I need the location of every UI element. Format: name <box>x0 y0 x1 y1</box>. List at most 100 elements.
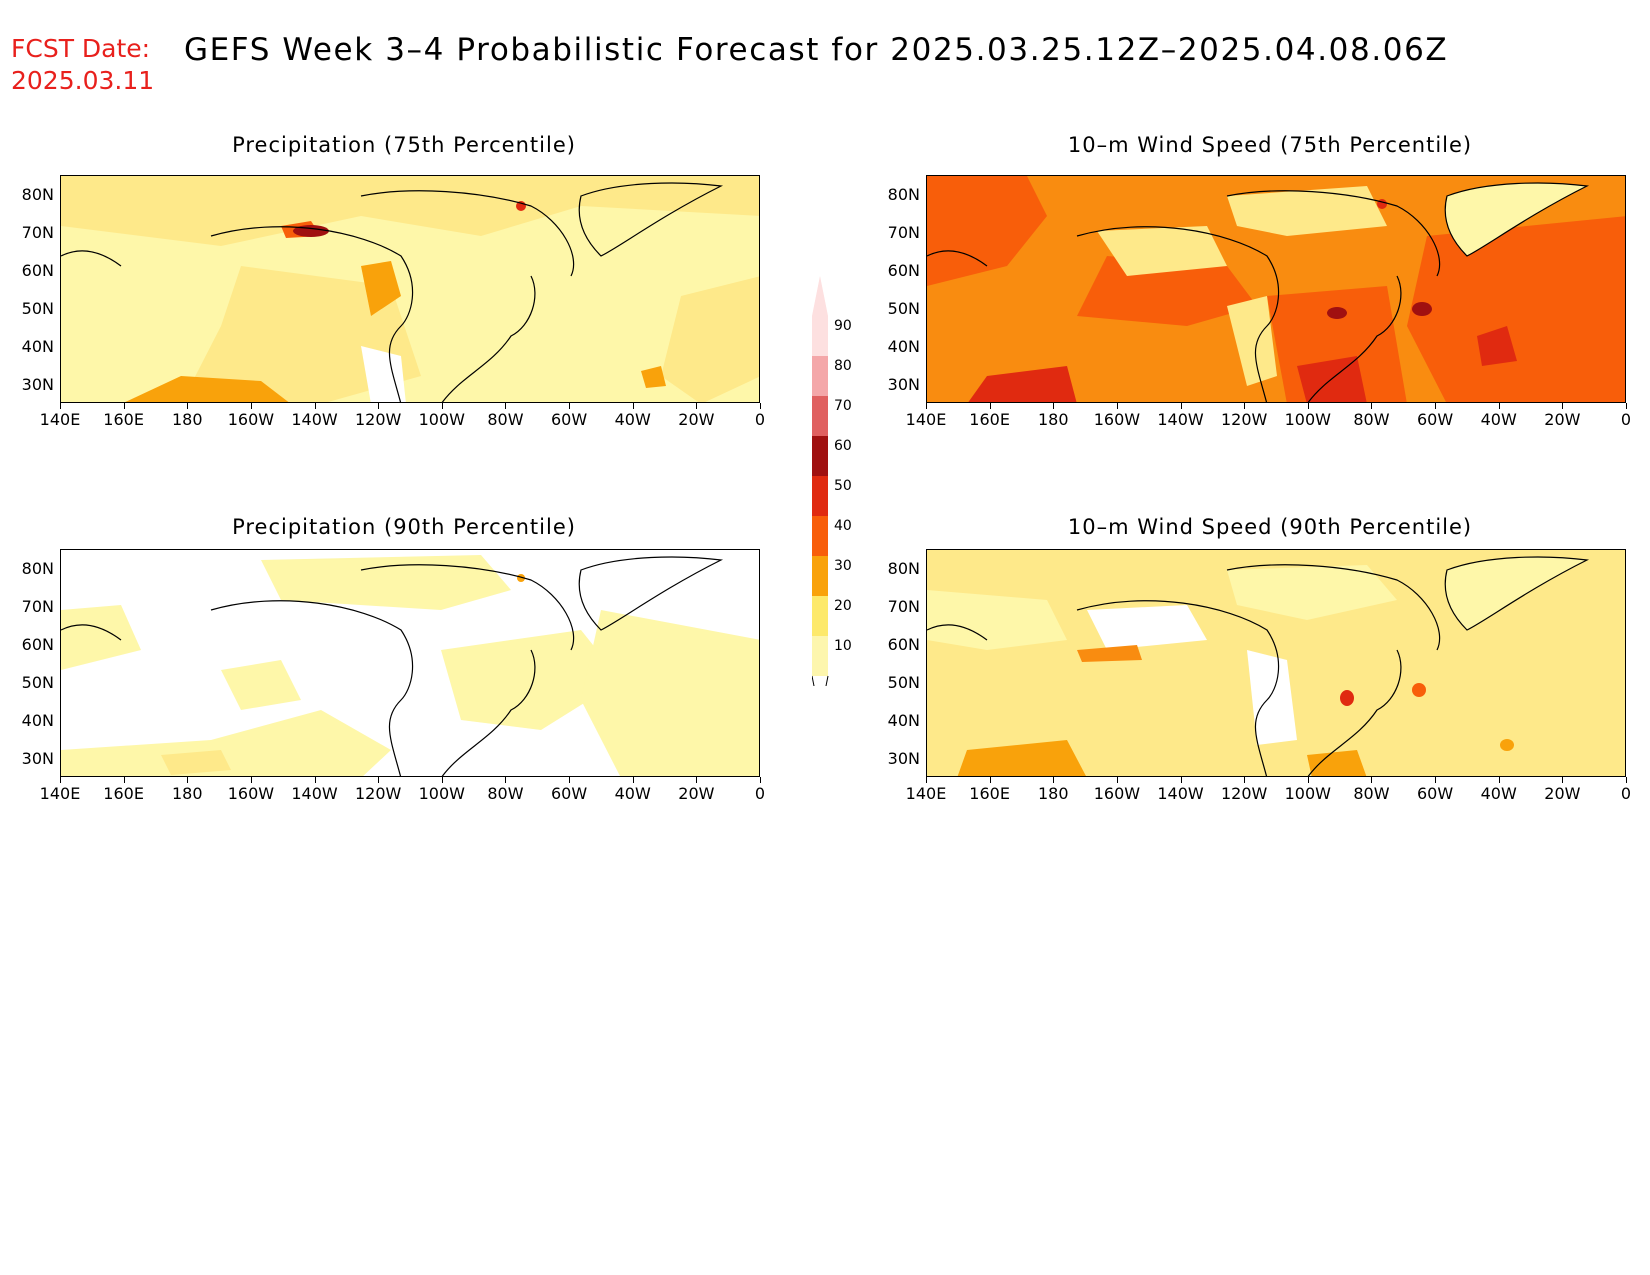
lon-label: 100W <box>1284 784 1331 803</box>
lon-label: 40W <box>1480 410 1517 429</box>
lon-tick <box>441 777 443 783</box>
lon-tick <box>989 403 991 409</box>
lon-label: 140E <box>39 784 81 803</box>
colorbar-bottom-triangle <box>812 675 829 686</box>
lon-label: 140E <box>39 410 81 429</box>
lon-tick <box>378 777 380 783</box>
lat-label: 60N <box>887 261 920 280</box>
lon-tick <box>60 403 61 409</box>
lon-tick <box>926 403 927 409</box>
lon-label: 80W <box>487 410 524 429</box>
lon-tick <box>60 777 61 783</box>
lon-label: 140W <box>1157 410 1204 429</box>
lon-tick <box>187 403 189 409</box>
lon-label: 100W <box>1284 410 1331 429</box>
lat-label: 70N <box>21 223 54 242</box>
lat-label: 80N <box>887 559 920 578</box>
lon-label: 140W <box>291 410 338 429</box>
lon-label: 120W <box>354 410 402 429</box>
lat-label: 80N <box>21 185 54 204</box>
lon-tick <box>1053 777 1055 783</box>
lat-label: 50N <box>21 299 54 318</box>
map-w75-svg <box>927 176 1625 402</box>
map-panel-p75 <box>60 175 760 403</box>
lon-label: 80W <box>487 784 524 803</box>
lon-label: 40W <box>614 784 651 803</box>
lon-label: 120W <box>1220 784 1268 803</box>
lat-label: 60N <box>887 635 920 654</box>
lon-label: 160W <box>227 410 275 429</box>
lon-label: 160E <box>103 410 144 429</box>
lon-label: 0 <box>754 410 766 429</box>
lat-label: 30N <box>21 375 54 394</box>
map-panel-w75 <box>926 175 1626 403</box>
lon-label: 100W <box>418 784 465 803</box>
lon-tick <box>1562 403 1564 409</box>
lon-tick <box>569 777 571 783</box>
lon-tick <box>760 403 761 409</box>
map-panel-w90 <box>926 549 1626 777</box>
lon-tick <box>1626 403 1627 409</box>
lon-tick <box>314 777 316 783</box>
colorbar-label: 10 <box>834 638 852 654</box>
lon-tick <box>989 777 991 783</box>
colorbar-segment <box>812 516 828 556</box>
map-p90-svg <box>61 550 759 776</box>
lon-tick <box>569 403 571 409</box>
lon-label: 160E <box>969 410 1010 429</box>
lat-label: 70N <box>21 597 54 616</box>
lon-tick <box>760 777 761 783</box>
colorbar-segment <box>812 396 828 436</box>
lon-label: 180 <box>1037 410 1069 429</box>
lon-label: 160E <box>103 784 144 803</box>
lon-label: 140W <box>1157 784 1204 803</box>
lat-label: 50N <box>887 299 920 318</box>
lon-tick <box>1498 777 1500 783</box>
lon-tick <box>378 403 380 409</box>
lat-label: 70N <box>887 223 920 242</box>
lon-tick <box>1371 403 1373 409</box>
lon-label: 40W <box>1480 784 1517 803</box>
lon-label: 0 <box>1620 784 1632 803</box>
colorbar-segment <box>812 436 828 476</box>
lon-tick <box>505 403 507 409</box>
fcst-label: FCST Date: <box>11 34 151 63</box>
colorbar-segment <box>812 356 828 396</box>
lon-tick <box>505 777 507 783</box>
colorbar-label: 20 <box>834 598 852 614</box>
lat-label: 40N <box>21 711 54 730</box>
lat-label: 50N <box>887 673 920 692</box>
lat-label: 40N <box>887 337 920 356</box>
lon-label: 20W <box>678 784 715 803</box>
lon-label: 160W <box>1093 784 1141 803</box>
colorbar-label: 60 <box>834 438 852 454</box>
lon-tick <box>123 403 125 409</box>
colorbar-segment <box>812 596 828 636</box>
lon-tick <box>1435 777 1437 783</box>
lon-label: 120W <box>1220 410 1268 429</box>
lon-label: 80W <box>1353 410 1390 429</box>
colorbar-top-triangle <box>812 276 828 316</box>
lat-label: 70N <box>887 597 920 616</box>
lon-label: 100W <box>418 410 465 429</box>
lon-label: 80W <box>1353 784 1390 803</box>
lon-tick <box>1053 403 1055 409</box>
lon-tick <box>314 403 316 409</box>
colorbar <box>812 276 829 686</box>
lon-tick <box>1244 777 1246 783</box>
map-w90-svg <box>927 550 1625 776</box>
lon-label: 140E <box>905 410 947 429</box>
lon-label: 160E <box>969 784 1010 803</box>
lon-label: 180 <box>1037 784 1069 803</box>
lon-label: 140E <box>905 784 947 803</box>
lon-tick <box>187 777 189 783</box>
colorbar-label: 30 <box>834 558 852 574</box>
lon-tick <box>1180 403 1182 409</box>
lon-tick <box>441 403 443 409</box>
lon-label: 40W <box>614 410 651 429</box>
lon-tick <box>1307 777 1309 783</box>
lon-label: 0 <box>754 784 766 803</box>
lat-label: 60N <box>21 261 54 280</box>
lon-tick <box>1180 777 1182 783</box>
colorbar-segment <box>812 316 828 356</box>
